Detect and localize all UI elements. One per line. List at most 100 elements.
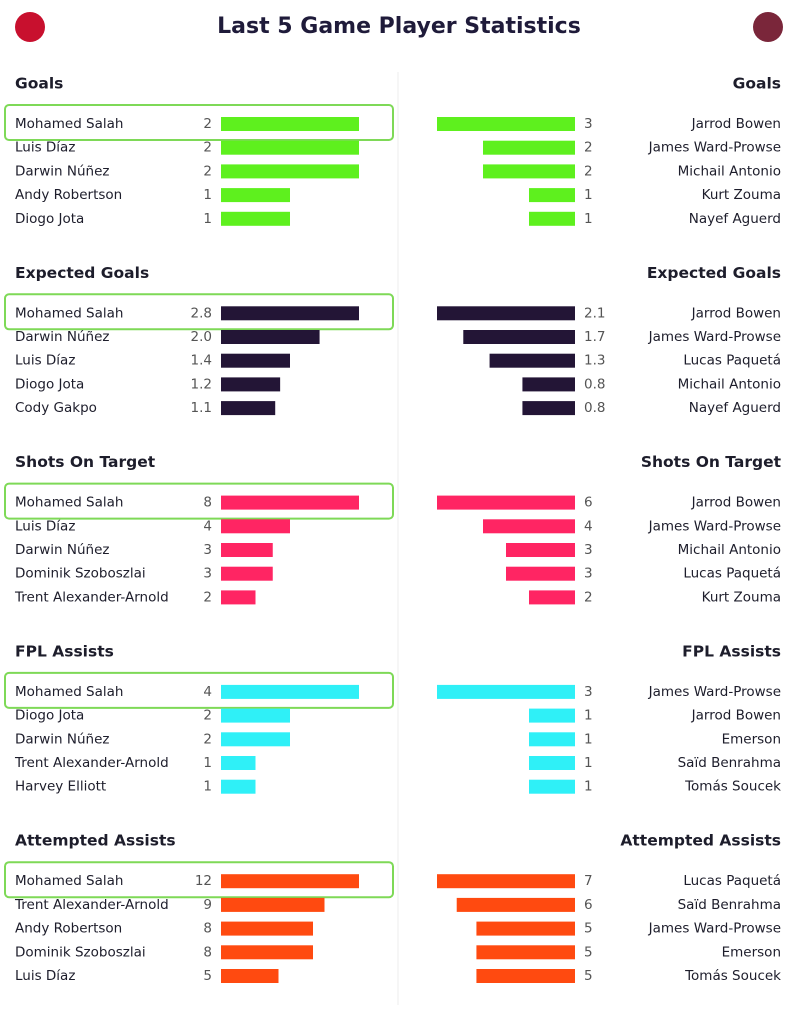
player-name: Saïd Benrahma (678, 897, 781, 913)
bar (221, 353, 290, 368)
bar (483, 164, 575, 179)
player-name: Jarrod Bowen (691, 708, 781, 724)
player-name: Trent Alexander-Arnold (14, 897, 169, 913)
value-label: 2 (203, 140, 212, 156)
bar (529, 756, 575, 770)
bar (221, 897, 325, 912)
bar (221, 756, 256, 770)
bar (221, 874, 359, 889)
player-name: Mohamed Salah (15, 116, 123, 132)
value-label: 2 (203, 116, 212, 132)
bar (529, 188, 575, 203)
value-label: 7 (584, 873, 593, 889)
player-name: Luis Díaz (15, 140, 75, 156)
section-title: Attempted Assists (15, 832, 176, 850)
player-name: Jarrod Bowen (691, 305, 781, 321)
bar (506, 543, 575, 557)
value-label: 1.4 (191, 353, 212, 369)
value-label: 2.0 (191, 329, 212, 345)
bar (221, 330, 320, 344)
bar (221, 164, 359, 179)
player-name: Nayef Aguerd (689, 400, 781, 416)
value-label: 1.3 (584, 353, 605, 369)
value-label: 1 (584, 779, 593, 795)
bar (221, 590, 256, 605)
value-label: 1.2 (191, 376, 212, 392)
bar (437, 684, 575, 699)
highlight-box (4, 861, 394, 899)
value-label: 3 (203, 566, 212, 582)
bar (437, 306, 575, 321)
bar (489, 353, 575, 368)
player-name: Andy Robertson (15, 187, 122, 203)
value-label: 3 (584, 116, 593, 132)
player-name: Tomás Soucek (684, 779, 781, 795)
player-name: Saïd Benrahma (678, 755, 781, 771)
section-title: Shots On Target (641, 453, 782, 471)
value-label: 1 (203, 187, 212, 203)
bar (221, 211, 290, 226)
team-badge-right (753, 12, 783, 42)
player-name: Michail Antonio (678, 376, 781, 392)
value-label: 1 (584, 708, 593, 724)
player-name: Diogo Jota (15, 211, 84, 227)
bar (221, 519, 290, 534)
value-label: 2 (203, 589, 212, 605)
highlight-box (4, 482, 394, 520)
bar (221, 188, 290, 203)
value-label: 2 (203, 731, 212, 747)
value-label: 5 (584, 944, 593, 960)
value-label: 12 (195, 873, 212, 889)
player-name: Nayef Aguerd (689, 211, 781, 227)
player-name: James Ward-Prowse (648, 684, 781, 700)
section-title: Expected Goals (647, 264, 781, 282)
highlight-box (4, 293, 394, 331)
bar (522, 377, 575, 392)
player-name: Lucas Paquetá (683, 566, 781, 582)
bar (221, 306, 359, 321)
value-label: 6 (584, 897, 593, 913)
player-name: Jarrod Bowen (691, 495, 781, 511)
player-name: Kurt Zouma (702, 187, 781, 203)
bar (476, 945, 575, 960)
player-name: Jarrod Bowen (691, 116, 781, 132)
player-name: Darwin Núñez (15, 731, 109, 747)
bar (221, 969, 279, 983)
player-name: Luis Díaz (15, 518, 75, 534)
value-label: 4 (203, 684, 212, 700)
section-title: FPL Assists (15, 642, 114, 660)
bar (221, 377, 281, 392)
bar (529, 590, 575, 605)
player-name: Trent Alexander-Arnold (14, 755, 169, 771)
bar (221, 140, 359, 155)
bar (221, 684, 359, 699)
value-label: 0.8 (584, 400, 605, 416)
player-name: James Ward-Prowse (648, 921, 781, 937)
value-label: 2.8 (191, 305, 212, 321)
player-name: Harvey Elliott (15, 779, 106, 795)
bar (221, 779, 256, 794)
value-label: 5 (203, 968, 212, 984)
player-name: James Ward-Prowse (648, 329, 781, 345)
value-label: 2 (584, 589, 593, 605)
value-label: 5 (584, 968, 593, 984)
value-label: 1.7 (584, 329, 605, 345)
value-label: 6 (584, 495, 593, 511)
player-name: James Ward-Prowse (648, 518, 781, 534)
value-label: 3 (584, 566, 593, 582)
section-title: FPL Assists (682, 642, 781, 660)
bar (483, 140, 575, 155)
player-name: Emerson (722, 944, 781, 960)
bar (221, 708, 290, 723)
value-label: 8 (203, 921, 212, 937)
player-name: Mohamed Salah (15, 305, 123, 321)
value-label: 1 (203, 779, 212, 795)
player-name: Lucas Paquetá (683, 353, 781, 369)
player-name: Luis Díaz (15, 353, 75, 369)
bar (221, 732, 290, 747)
player-name: Andy Robertson (15, 921, 122, 937)
section-title: Goals (733, 75, 781, 93)
bar (437, 117, 575, 131)
player-name: Cody Gakpo (15, 400, 97, 416)
